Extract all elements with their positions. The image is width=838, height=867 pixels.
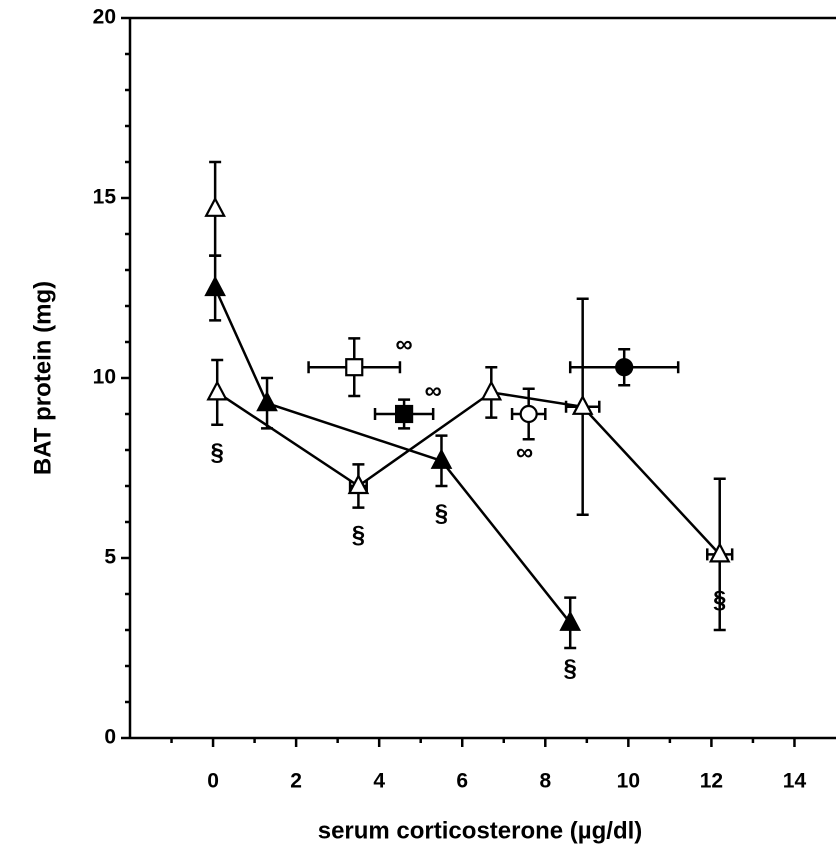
square-marker xyxy=(394,404,414,424)
square-marker xyxy=(345,358,364,377)
y-tick-label: 0 xyxy=(104,726,116,749)
x-tick-label: 0 xyxy=(207,770,219,793)
triangle-marker xyxy=(256,390,278,412)
y-axis-label: BAT protein (mg) xyxy=(29,281,56,475)
annotation: § xyxy=(713,587,726,614)
annotation: § xyxy=(435,500,448,527)
triangle-marker xyxy=(430,448,453,469)
annotation: ∞ xyxy=(425,378,442,405)
circle-marker xyxy=(615,358,634,377)
series-line xyxy=(213,287,572,624)
triangle-marker xyxy=(708,542,731,563)
y-tick-label: 20 xyxy=(93,6,116,29)
triangle-marker xyxy=(347,473,370,495)
x-tick-label: 14 xyxy=(783,770,807,793)
annotation: ∞ xyxy=(516,439,533,466)
annotation: ∞ xyxy=(396,331,413,358)
x-tick-label: 10 xyxy=(617,770,640,793)
x-tick-label: 12 xyxy=(700,770,723,793)
y-tick-label: 15 xyxy=(93,186,117,209)
triangle-marker xyxy=(204,196,226,217)
triangle-marker xyxy=(571,394,594,415)
triangle-marker xyxy=(480,380,503,401)
annotation: § xyxy=(352,522,365,549)
y-tick-label: 10 xyxy=(93,366,116,389)
annotation: § xyxy=(211,439,224,466)
series-line xyxy=(216,391,721,556)
triangle-marker xyxy=(204,275,226,297)
x-tick-label: 2 xyxy=(290,770,302,793)
triangle-marker xyxy=(559,610,582,631)
circle-marker xyxy=(519,404,538,424)
x-axis-label: serum corticosterone (µg/dl) xyxy=(318,817,643,844)
x-tick-label: 4 xyxy=(373,770,385,793)
x-tick-label: 8 xyxy=(539,770,551,793)
x-tick-label: 6 xyxy=(456,770,468,793)
triangle-marker xyxy=(206,380,229,401)
y-tick-label: 5 xyxy=(104,546,116,569)
annotation: § xyxy=(564,655,577,682)
